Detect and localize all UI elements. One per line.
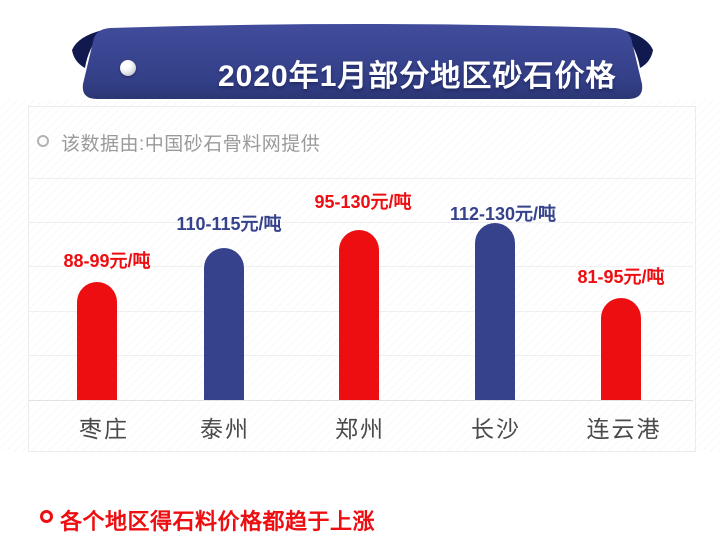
circle-bullet-icon — [40, 510, 53, 523]
header-ribbon: 2020年1月部分地区砂石价格 — [70, 22, 655, 102]
data-source-text: 该数据由:中国砂石骨料网提供 — [61, 134, 321, 155]
chart-bar-1 — [77, 282, 117, 400]
chart-bar-4 — [475, 223, 515, 400]
chart-panel — [28, 106, 696, 452]
footer-note-text: 各个地区得石料价格都趋于上涨 — [60, 509, 376, 534]
ribbon-body — [82, 24, 643, 99]
sphere-bullet-icon — [120, 60, 136, 76]
bar-value-label: 95-130元/吨 — [314, 192, 412, 212]
category-label: 泰州 — [200, 416, 250, 442]
category-label: 枣庄 — [79, 416, 129, 442]
x-axis-line — [29, 400, 693, 401]
bar-value-label: 88-99元/吨 — [63, 251, 151, 271]
category-label: 长沙 — [471, 416, 521, 442]
bar-value-label: 112-130元/吨 — [449, 204, 557, 224]
gridline — [29, 178, 693, 179]
category-label: 连云港 — [586, 416, 662, 442]
chart-bar-3 — [339, 230, 379, 400]
bar-value-label: 81-95元/吨 — [577, 267, 665, 287]
category-label: 郑州 — [335, 416, 385, 442]
ribbon-shape — [72, 24, 653, 99]
circle-bullet-icon — [37, 135, 49, 147]
chart-bar-5 — [601, 298, 641, 400]
bar-value-label: 110-115元/吨 — [176, 214, 282, 234]
gridline — [29, 222, 693, 223]
chart-bar-2 — [204, 248, 244, 400]
page-title: 2020年1月部分地区砂石价格 — [218, 60, 617, 93]
